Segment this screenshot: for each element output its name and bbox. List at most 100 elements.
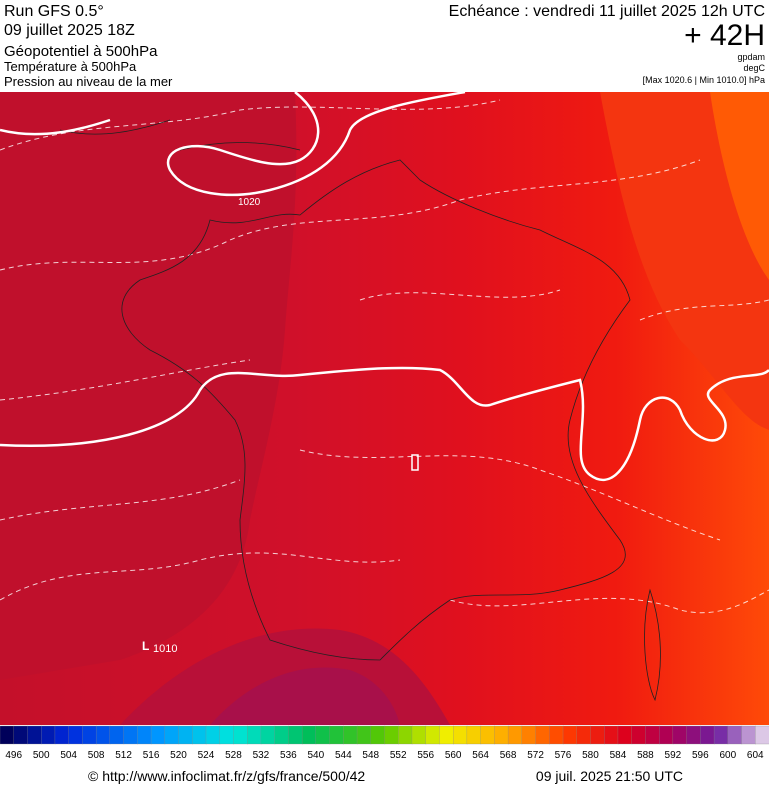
colorbar-swatch: [741, 725, 756, 745]
colorbar-label: 540: [307, 750, 324, 761]
colorbar-swatch: [178, 725, 193, 745]
colorbar-label: 532: [253, 750, 270, 761]
colorbar-swatch: [686, 725, 701, 745]
colorbar-swatch: [68, 725, 84, 745]
colorbar-label: 528: [225, 750, 242, 761]
colorbar-swatch: [205, 725, 221, 745]
colorbar-swatch: [658, 725, 674, 745]
footer-timestamp: 09 juil. 2025 21:50 UTC: [536, 768, 683, 784]
cold-region: [210, 667, 400, 725]
colorbar-swatch: [370, 725, 386, 745]
run-date: 09 juillet 2025 18Z: [4, 22, 135, 39]
colorbar-swatch: [727, 725, 743, 745]
warm-region: [710, 92, 769, 280]
colorbar-swatch: [123, 725, 138, 745]
subtitle: Température à 500hPa: [4, 59, 137, 74]
colorbar-swatch: [645, 725, 660, 745]
colorbar-label: 572: [527, 750, 544, 761]
colorbar-label: 500: [33, 750, 50, 761]
colorbar-label: 596: [692, 750, 709, 761]
colorbar-swatch: [590, 725, 605, 745]
lead-time: + 42H: [684, 19, 765, 52]
colorbar-label: 508: [88, 750, 105, 761]
contour-label: 1020: [238, 197, 261, 208]
colorbar-swatch: [41, 725, 56, 745]
colorbar-label: 496: [5, 750, 22, 761]
colorbar-swatch: [329, 725, 344, 745]
colorbar-swatch: [713, 725, 729, 745]
colorbar-swatch: [137, 725, 152, 745]
colorbar-swatch: [192, 725, 207, 745]
colorbar-swatch: [617, 725, 633, 745]
colorbar-swatch: [109, 725, 125, 745]
colorbar-swatch: [343, 725, 358, 745]
cold-region: [0, 92, 297, 680]
colorbar-label: 520: [170, 750, 187, 761]
colorbar-swatch: [315, 725, 331, 745]
colorbar-label: 552: [390, 750, 407, 761]
footer-url: © http://www.infoclimat.fr/z/gfs/france/…: [88, 768, 365, 784]
contour-label: 1010: [153, 643, 177, 655]
colorbar-swatch: [13, 725, 29, 745]
colorbar-label: 604: [747, 750, 764, 761]
range: [Max 1020.6 | Min 1010.0] hPa: [643, 75, 765, 85]
colorbar-swatch: [384, 725, 399, 745]
colorbar-label: 588: [637, 750, 654, 761]
forecast: Echéance : vendredi 11 juillet 2025 12h …: [449, 3, 765, 20]
colorbar-swatch: [95, 725, 111, 745]
colorbar-swatch: [260, 725, 276, 745]
colorbar-swatch: [604, 725, 619, 745]
colorbar-label: 564: [472, 750, 489, 761]
colorbar-label: 536: [280, 750, 297, 761]
colorbar-swatch: [247, 725, 262, 745]
map: 1020 L 1010: [0, 90, 769, 725]
colorbar-swatch: [631, 725, 647, 745]
colorbar-swatch: [82, 725, 97, 745]
colorbar-label: 592: [665, 750, 682, 761]
colorbar-swatch: [150, 725, 166, 745]
colorbar-swatch: [439, 725, 454, 745]
colorbar-label: 512: [115, 750, 132, 761]
colorbar-swatch: [288, 725, 303, 745]
title: Géopotentiel à 500hPa: [4, 43, 158, 60]
colorbar-swatch: [507, 725, 523, 745]
colorbar-swatch: [54, 725, 70, 745]
colorbar-swatch: [0, 725, 15, 745]
colorbar-swatch: [164, 725, 180, 745]
colorbar: 496 500 504 508 512 516 520 524 528 532 536 540 544 5…: [0, 725, 769, 761]
temperature-contours: [0, 99, 769, 614]
colorbar-label: 556: [417, 750, 434, 761]
colorbar-swatch: [274, 725, 290, 745]
colorbar-swatch: [700, 725, 715, 745]
colorbar-swatch: [453, 725, 468, 745]
colorbar-label: 548: [362, 750, 379, 761]
colorbar-swatch: [301, 725, 317, 745]
colorbar-label: 580: [582, 750, 599, 761]
colorbar-swatch: [549, 725, 564, 745]
colorbar-swatch: [521, 725, 537, 745]
colorbar-swatch: [672, 725, 688, 745]
colorbar-label: 544: [335, 750, 352, 761]
colorbar-swatch: [466, 725, 482, 745]
isobars: [0, 90, 769, 481]
colorbar-swatch: [356, 725, 372, 745]
colorbar-label: 524: [198, 750, 215, 761]
colorbar-swatch: [233, 725, 248, 745]
colorbar-swatch: [27, 725, 42, 745]
colorbar-swatch: [494, 725, 509, 745]
colorbar-swatch: [535, 725, 550, 745]
colorbar-label: 576: [555, 750, 572, 761]
colorbar-swatch: [576, 725, 592, 745]
warm-region: [600, 92, 769, 430]
colorbar-swatch: [562, 725, 578, 745]
colorbar-label: 600: [719, 750, 736, 761]
colorbar-swatch: [480, 725, 496, 745]
colorbar-swatch: [219, 725, 235, 745]
subtitle: Pression au niveau de la mer: [4, 74, 173, 89]
colorbar-label: 560: [445, 750, 462, 761]
colorbar-swatch: [411, 725, 427, 745]
colorbar-label: 504: [60, 750, 77, 761]
colorbar-swatch: [425, 725, 441, 745]
colorbar-label: 568: [500, 750, 517, 761]
